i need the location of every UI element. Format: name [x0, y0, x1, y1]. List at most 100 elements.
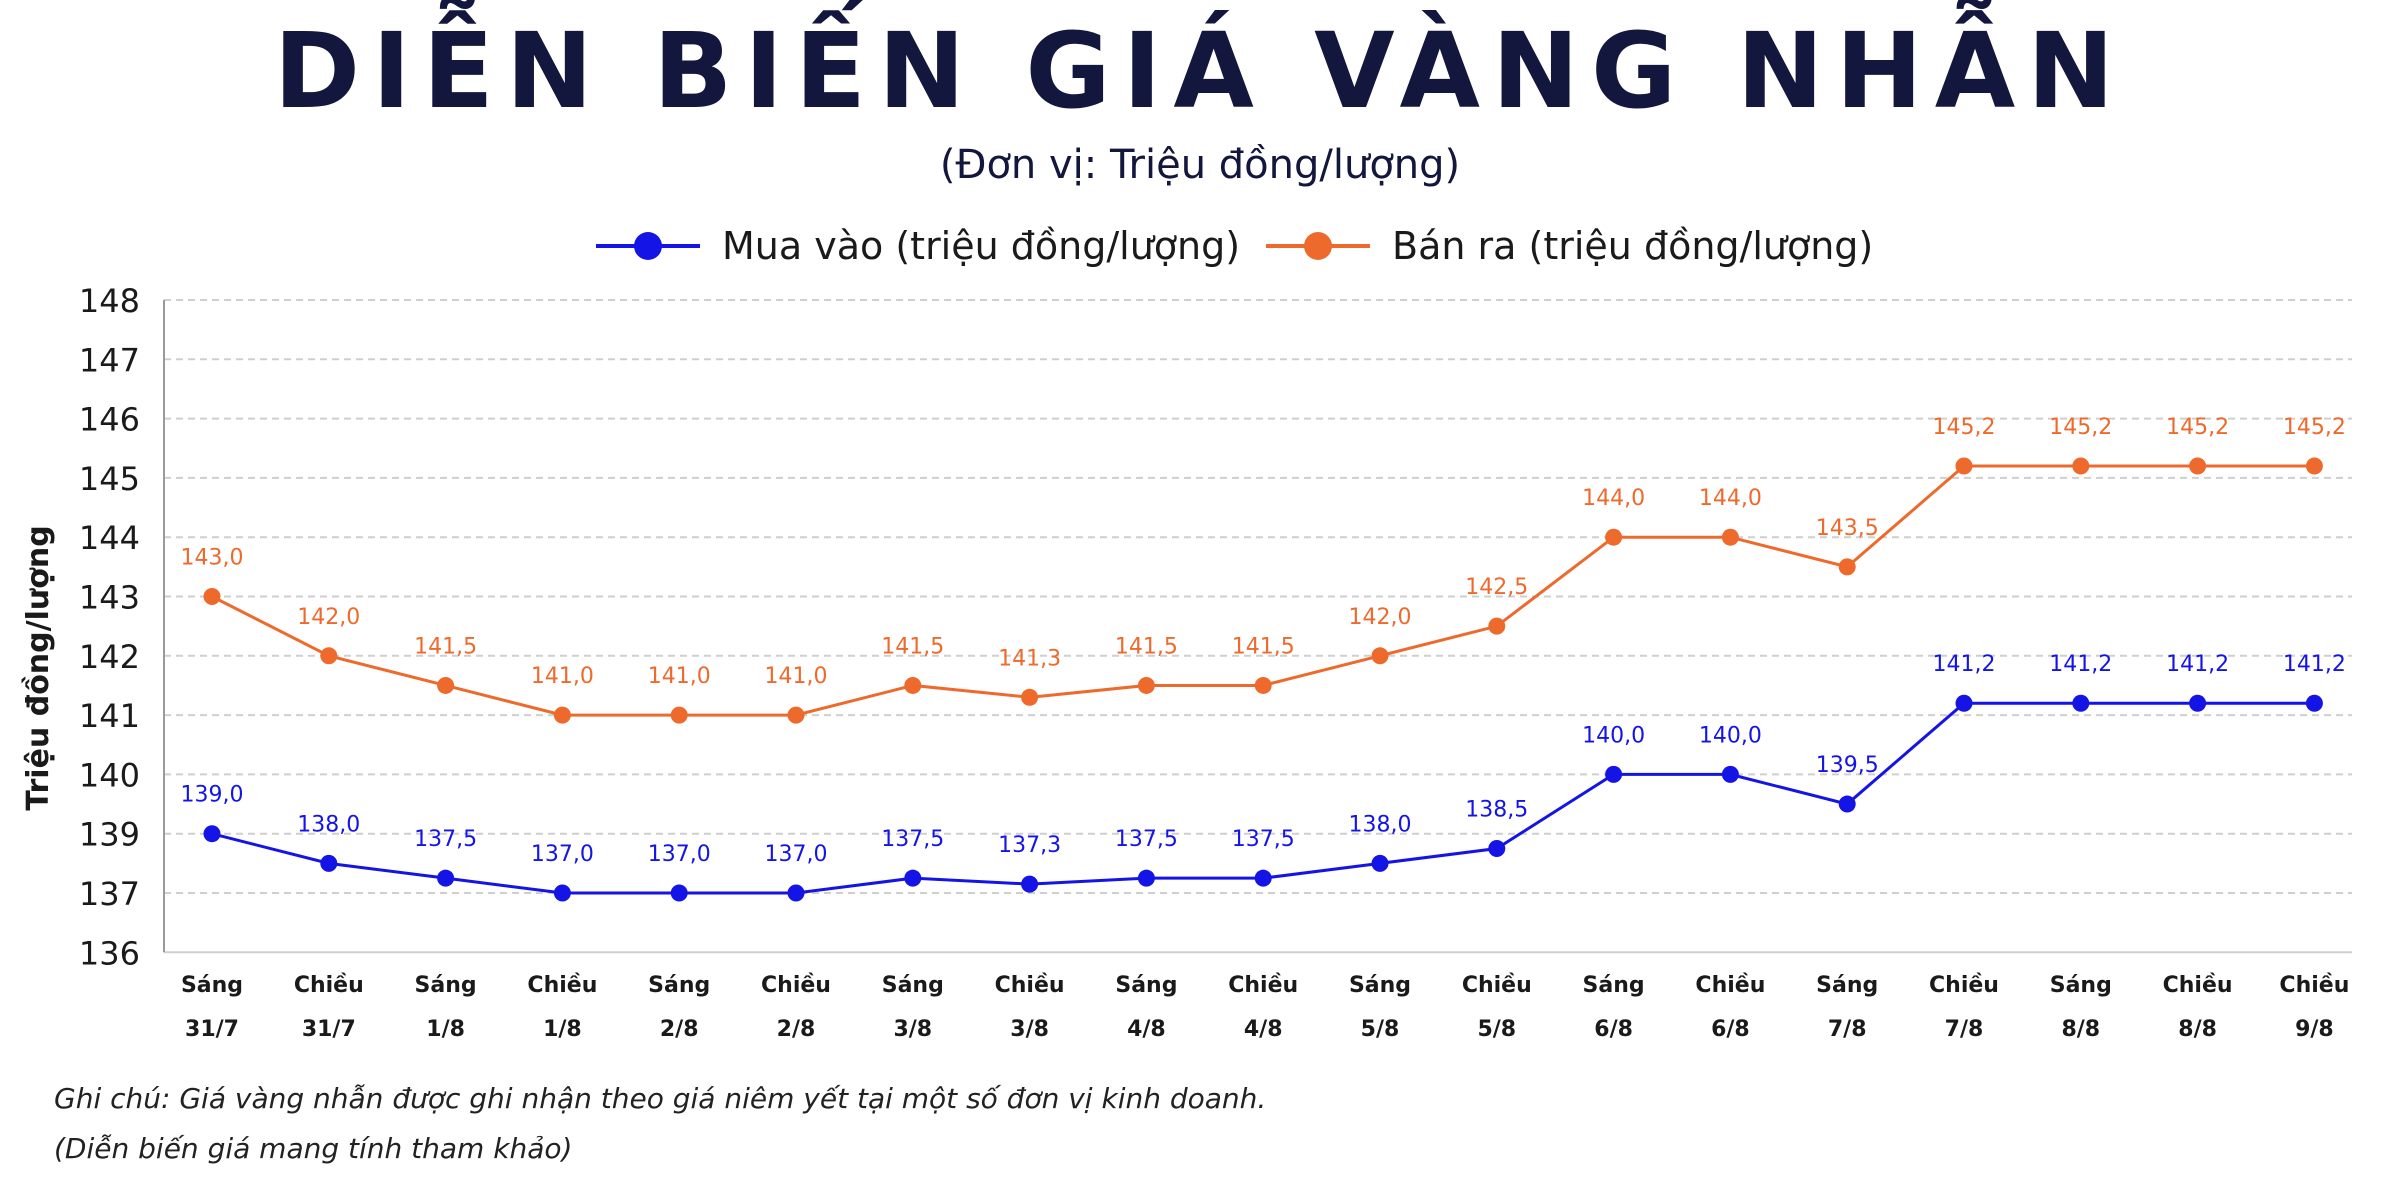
- data-label-buy: 137,5: [414, 827, 477, 852]
- data-label-buy: 137,0: [648, 842, 711, 867]
- legend-label-buy: Mua vào (triệu đồng/lượng): [722, 224, 1241, 268]
- data-point-sell: [1137, 676, 1155, 694]
- x-tick-label: 5/8: [1361, 1017, 1400, 1042]
- legend-label-sell: Bán ra (triệu đồng/lượng): [1392, 224, 1874, 268]
- data-label-buy: 141,2: [1933, 652, 1996, 677]
- data-point-buy: [1605, 765, 1623, 783]
- data-point-sell: [553, 706, 571, 724]
- data-point-buy: [670, 884, 688, 902]
- note-line-2: (Diễn biến giá mang tính tham khảo): [54, 1132, 573, 1165]
- data-label-sell: 141,3: [998, 646, 1061, 671]
- chart-title: DIỄN BIẾN GIÁ VÀNG NHẪN: [273, 10, 2127, 132]
- y-axis-title: Triệu đồng/lượng: [21, 525, 56, 810]
- data-point-sell: [1371, 647, 1389, 665]
- y-tick-label: 147: [79, 341, 140, 379]
- y-tick-label: 143: [79, 579, 140, 617]
- data-label-buy: 141,2: [2049, 652, 2112, 677]
- x-tick-label: Chiều: [995, 973, 1065, 998]
- x-tick-label: Sáng: [648, 973, 710, 998]
- x-tick-label: 3/8: [893, 1017, 932, 1042]
- data-label-buy: 137,5: [1232, 827, 1295, 852]
- x-tick-label: Sáng: [181, 973, 243, 998]
- data-label-sell: 144,0: [1699, 486, 1762, 511]
- legend-item-buy: Mua vào (triệu đồng/lượng): [596, 218, 1240, 274]
- x-tick-label: 6/8: [1594, 1017, 1633, 1042]
- data-label-sell: 142,0: [1349, 605, 1412, 630]
- y-tick-label: 139: [79, 816, 140, 854]
- data-label-buy: 141,2: [2166, 652, 2229, 677]
- data-label-sell: 141,5: [881, 634, 944, 659]
- data-point-sell: [904, 676, 922, 694]
- data-point-sell: [1605, 528, 1623, 546]
- data-label-buy: 138,0: [1349, 812, 1412, 837]
- data-point-buy: [1838, 795, 1856, 813]
- data-label-buy: 137,5: [1115, 827, 1178, 852]
- x-tick-label: Sáng: [1115, 973, 1177, 998]
- data-point-buy: [1254, 869, 1272, 887]
- data-label-buy: 137,5: [881, 827, 944, 852]
- x-tick-label: Sáng: [1816, 973, 1878, 998]
- data-point-buy: [203, 825, 221, 843]
- data-point-sell: [437, 676, 455, 694]
- data-label-sell: 141,5: [414, 634, 477, 659]
- x-tick-label: Chiều: [761, 973, 831, 998]
- y-tick-label: 141: [79, 697, 140, 735]
- data-label-sell: 145,2: [1933, 415, 1996, 440]
- x-tick-label: 4/8: [1244, 1017, 1283, 1042]
- line-chart: 136 137 139 140 141 142 143 144 145 146 147 148 Triệ…: [21, 282, 2352, 1042]
- data-label-sell: 142,0: [297, 605, 360, 630]
- data-point-sell: [1721, 528, 1739, 546]
- data-point-sell: [2189, 457, 2207, 475]
- data-label-buy: 138,0: [297, 812, 360, 837]
- x-tick-label: 8/8: [2061, 1017, 2100, 1042]
- data-label-buy: 137,0: [531, 842, 594, 867]
- x-tick-label: 7/8: [1828, 1017, 1867, 1042]
- data-label-sell: 141,5: [1232, 634, 1295, 659]
- data-point-buy: [437, 869, 455, 887]
- data-label-sell: 141,0: [765, 664, 828, 689]
- note-line-1: Ghi chú: Giá vàng nhẫn được ghi nhận the…: [54, 1082, 1267, 1115]
- data-label-sell: 141,0: [648, 664, 711, 689]
- data-label-sell: 141,0: [531, 664, 594, 689]
- data-point-buy: [1488, 840, 1506, 858]
- data-point-sell: [320, 647, 338, 665]
- data-label-sell: 145,2: [2166, 415, 2229, 440]
- data-point-buy: [787, 884, 805, 902]
- data-point-sell: [1021, 688, 1039, 706]
- data-label-buy: 141,2: [2283, 652, 2346, 677]
- data-point-sell: [1955, 457, 1973, 475]
- x-tick-label: Sáng: [1583, 973, 1645, 998]
- y-tick-label: 144: [79, 519, 140, 557]
- y-tick-label: 145: [79, 460, 140, 498]
- x-tick-label: 2/8: [777, 1017, 816, 1042]
- data-label-buy: 140,0: [1582, 723, 1645, 748]
- data-label-buy: 137,0: [765, 842, 828, 867]
- data-point-buy: [1371, 854, 1389, 872]
- data-label-buy: 137,3: [998, 833, 1061, 858]
- data-label-sell: 144,0: [1582, 486, 1645, 511]
- data-label-sell: 143,5: [1816, 516, 1879, 541]
- x-tick-label: Chiều: [1462, 973, 1532, 998]
- x-tick-label: 4/8: [1127, 1017, 1166, 1042]
- y-tick-label: 137: [79, 875, 140, 913]
- chart-subtitle: (Đơn vị: Triệu đồng/lượng): [939, 142, 1461, 188]
- data-point-sell: [670, 706, 688, 724]
- y-tick-label: 142: [79, 638, 140, 676]
- y-tick-label: 136: [79, 934, 140, 972]
- data-point-buy: [1955, 694, 1973, 712]
- data-label-buy: 138,5: [1465, 798, 1528, 823]
- data-label-sell: 141,5: [1115, 634, 1178, 659]
- data-label-sell: 145,2: [2049, 415, 2112, 440]
- data-point-buy: [2072, 694, 2090, 712]
- data-point-sell: [203, 588, 221, 605]
- data-label-buy: 140,0: [1699, 723, 1762, 748]
- x-tick-label: Chiều: [1695, 973, 1765, 998]
- x-tick-label: Chiều: [1228, 973, 1298, 998]
- data-point-sell: [2072, 457, 2090, 475]
- data-point-buy: [320, 854, 338, 872]
- x-tick-label: 8/8: [2178, 1017, 2217, 1042]
- x-tick-label: 31/7: [185, 1017, 239, 1042]
- data-point-sell: [1838, 558, 1856, 576]
- x-tick-label: 1/8: [426, 1017, 465, 1042]
- data-point-buy: [1021, 875, 1039, 893]
